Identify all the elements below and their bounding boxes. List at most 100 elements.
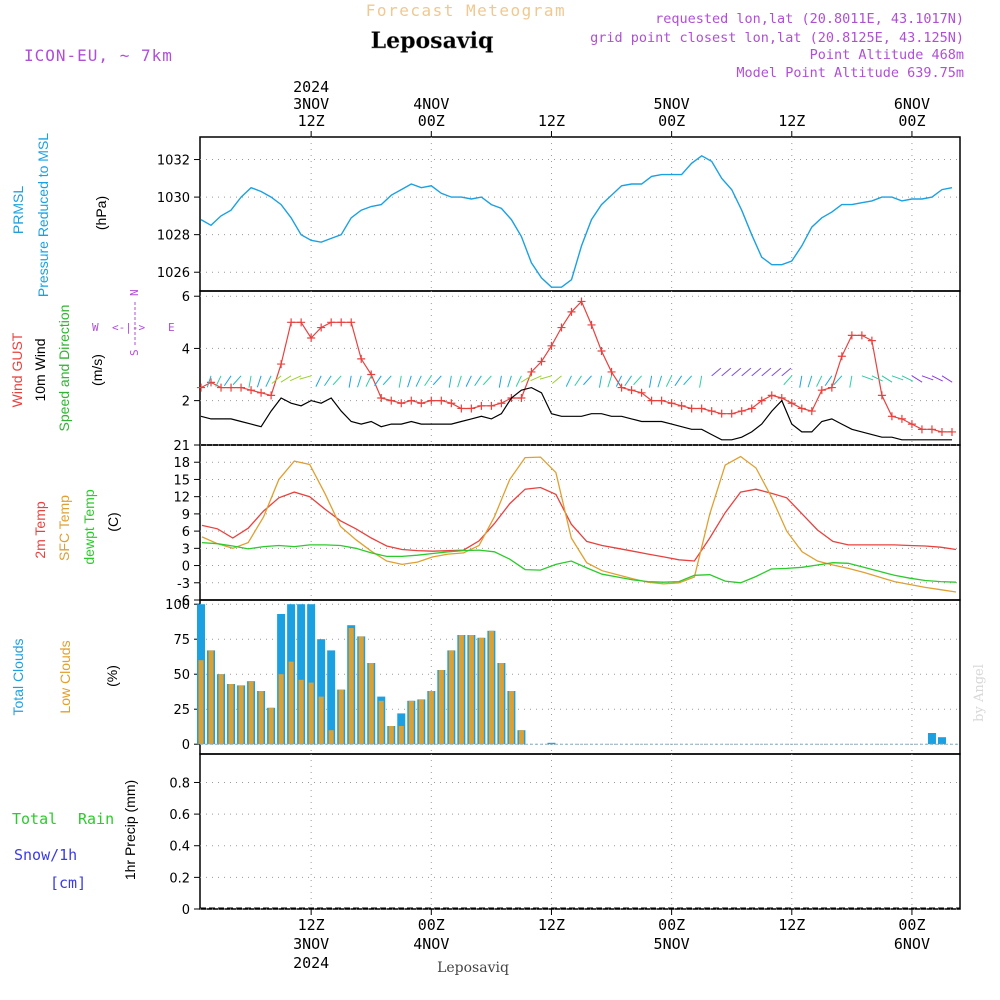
- gust-marker: [737, 407, 746, 416]
- temp2m-line: [201, 486, 957, 562]
- wind-direction-arrow: [941, 375, 953, 383]
- gust-marker: [837, 352, 846, 361]
- gust-marker: [227, 383, 236, 392]
- wind-direction-arrow: [824, 375, 833, 387]
- compass-rose: N S W E <-|->: [92, 289, 175, 356]
- gust-marker: [277, 360, 286, 369]
- gust-marker: [827, 383, 836, 392]
- gust-marker: [867, 336, 876, 345]
- gust-marker: [807, 407, 816, 416]
- gust-marker: [457, 404, 466, 413]
- wind-direction-arrow: [833, 375, 843, 386]
- wind-direction-arrow: [539, 375, 552, 380]
- grid-point-coords: grid point closest lon,lat (20.8125E, 43…: [590, 30, 964, 46]
- gust-marker: [477, 401, 486, 410]
- wind-direction-arrow: [448, 375, 452, 388]
- low-clouds-bar: [218, 674, 224, 745]
- gust-marker: [757, 396, 766, 405]
- wind-direction-arrow: [799, 375, 803, 388]
- pressure-panel: 1026 1028 1030 1032: [157, 136, 961, 292]
- total-clouds-bar: [547, 742, 556, 745]
- clouds-ytick-label: 0: [182, 738, 190, 753]
- gust-marker: [307, 333, 316, 342]
- wind-direction-arrow: [474, 375, 482, 387]
- model-label: ICON-EU, ~ 7km: [24, 46, 173, 65]
- gust-marker: [297, 318, 306, 327]
- gust-marker: [537, 357, 546, 366]
- direction-label: Speed and Direction: [56, 305, 72, 432]
- clouds-ytick-label: 50: [173, 668, 190, 683]
- gust-marker: [927, 425, 936, 434]
- time-axis: 20243NOV12Z12Z3NOV20244NOV00Z00Z4NOV12Z1…: [293, 78, 930, 972]
- wind-direction-arrow: [382, 375, 392, 386]
- wind-direction-arrow: [783, 375, 793, 386]
- wind-direction-arrow: [649, 375, 653, 388]
- wind-direction-arrow: [365, 375, 372, 387]
- low-clouds-bar: [358, 636, 364, 745]
- temp-ytick-label: 21: [173, 439, 190, 454]
- celsius-unit-label: (C): [105, 512, 121, 531]
- gust-marker: [917, 425, 926, 434]
- wind-frame: [199, 290, 961, 446]
- gust-marker: [547, 341, 556, 350]
- pressure-ytick-label: 1032: [157, 154, 190, 169]
- gust-marker: [717, 409, 726, 418]
- time-label-top: 00Z: [658, 112, 685, 130]
- temp-ytick-label: 12: [173, 491, 190, 506]
- gust-marker: [317, 323, 326, 332]
- gust-marker: [367, 370, 376, 379]
- wind-direction-arrow: [432, 375, 442, 386]
- time-label-bottom: 4NOV: [413, 935, 449, 953]
- temp-frame: [199, 444, 961, 601]
- low-clouds-bar: [258, 691, 264, 745]
- cm-label: [cm]: [50, 874, 86, 892]
- wind-direction-arrow: [741, 367, 752, 377]
- prmsl-line: [200, 154, 953, 288]
- temp-ytick-label: 18: [173, 456, 190, 471]
- pressure-ytick-label: 1030: [157, 191, 190, 206]
- low-clouds-bar: [328, 730, 334, 745]
- gust-marker: [577, 297, 586, 306]
- location-title: Leposaviq: [371, 28, 494, 54]
- pressure-labels: PRMSL Pressure Reduced to MSL (hPa): [10, 133, 109, 297]
- point-altitude: Point Altitude 468m: [810, 47, 964, 63]
- model-point-altitude: Model Point Altitude 639.75m: [736, 65, 964, 81]
- low-clouds-bar: [198, 660, 204, 745]
- gust-marker: [387, 396, 396, 405]
- temperature-panel: -6 -3 0 3 6 9 12 15 18 21: [173, 439, 961, 609]
- gust-label: Wind GUST: [9, 332, 25, 407]
- low-clouds-bar: [518, 730, 524, 745]
- gust-marker: [937, 427, 946, 436]
- low-clouds-label: Low Clouds: [57, 640, 73, 713]
- time-label-top: 5NOV: [654, 95, 690, 113]
- low-clouds-bar: [278, 674, 284, 745]
- clouds-ytick-label: 25: [173, 703, 190, 718]
- gust-marker: [947, 427, 956, 436]
- gust-marker: [617, 383, 626, 392]
- wind-direction-arrow: [357, 375, 362, 388]
- gust-marker: [217, 383, 226, 392]
- wind-direction-arrow: [731, 367, 742, 377]
- low-clouds-bar: [438, 670, 444, 745]
- time-label-bottom: 5NOV: [654, 935, 690, 953]
- temp-ytick-label: 6: [182, 525, 190, 540]
- low-clouds-bar: [368, 663, 374, 745]
- time-label-top: 00Z: [418, 112, 445, 130]
- low-clouds-bar: [288, 661, 294, 745]
- wind-direction-arrow: [711, 367, 722, 377]
- time-label-bottom: 00Z: [418, 916, 445, 934]
- snow-label: Snow/1h: [14, 846, 77, 864]
- time-label-top: 00Z: [898, 112, 925, 130]
- low-clouds-bar: [468, 635, 474, 745]
- gust-marker: [637, 388, 646, 397]
- gust-marker: [207, 378, 216, 387]
- gust-marker: [437, 396, 446, 405]
- wind-ytick-label: 6: [182, 290, 190, 305]
- gust-marker: [377, 394, 386, 403]
- low-clouds-bar: [408, 700, 414, 745]
- precip-frame: [199, 753, 961, 910]
- wind-panel: 2 4 6: [182, 290, 961, 446]
- gust-marker: [627, 386, 636, 395]
- low-clouds-bar: [268, 707, 274, 745]
